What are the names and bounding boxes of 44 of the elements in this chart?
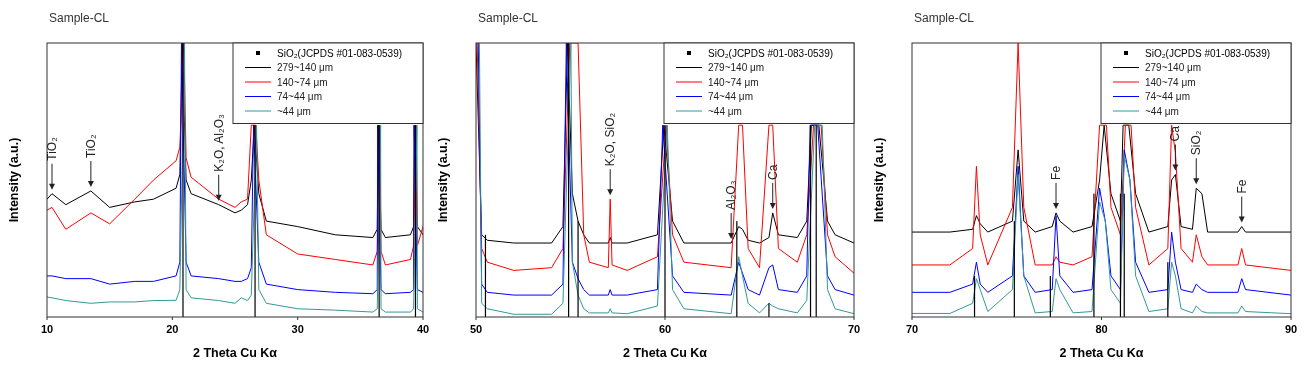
legend-label: 74~44 μm	[1145, 91, 1190, 102]
legend-label: 74~44 μm	[708, 91, 753, 102]
legend-label: ~44 μm	[708, 105, 742, 117]
annotation: TiO₂	[83, 134, 98, 158]
legend-label: 74~44 μm	[277, 91, 322, 102]
x-tick-label: 30	[291, 323, 304, 335]
legend-label: SiO₂(JCPDS #01-083-0539)	[1145, 47, 1271, 59]
annotation: K₂O, SiO₂	[603, 112, 618, 167]
x-tick-label: 10	[40, 323, 54, 335]
annotation: TiO₂	[45, 136, 60, 161]
annotation: Fe	[1234, 179, 1249, 194]
x-tick-label: 70	[847, 323, 861, 335]
legend-label: 279~140 μm	[277, 62, 334, 73]
legend-label: ~44 μm	[1145, 105, 1179, 117]
legend-label: ~44 μm	[277, 105, 311, 117]
chart-title: Sample-CL	[914, 11, 975, 25]
annotation: SiO₂	[1189, 130, 1204, 156]
y-axis-title: Intensity (a.u.)	[436, 137, 450, 223]
legend-label: 279~140 μm	[1145, 62, 1202, 73]
legend-label: 279~140 μm	[708, 62, 765, 73]
chart-title: Sample-CL	[49, 11, 110, 25]
x-tick-label: 60	[658, 323, 672, 335]
x-tick-label: 80	[1095, 323, 1108, 335]
annotation: Ca	[765, 164, 780, 180]
x-tick-label: 40	[416, 323, 430, 335]
y-axis-title: Intensity (a.u.)	[872, 137, 886, 223]
x-tick-label: 20	[166, 323, 179, 335]
x-axis-title: 2 Theta Cu Kα	[192, 346, 278, 360]
legend-label: 140~74 μm	[277, 76, 328, 88]
x-tick-label: 50	[469, 323, 483, 335]
x-axis-title: 2 Theta Cu Kα	[1059, 346, 1144, 360]
annotation: Al₂O₃	[724, 180, 739, 211]
legend-label: SiO₂(JCPDS #01-083-0539)	[708, 47, 834, 59]
annotation: K₂O, Al₂O₃	[211, 114, 226, 172]
x-axis-title: 2 Theta Cu Kα	[622, 346, 708, 360]
chart-title: Sample-CL	[478, 11, 539, 25]
annotation: Fe	[1049, 165, 1064, 180]
x-tick-label: 90	[1284, 323, 1298, 335]
y-axis-title: Intensity (a.u.)	[7, 137, 21, 223]
legend-label: 140~74 μm	[1145, 76, 1196, 88]
legend-label: 140~74 μm	[708, 76, 759, 88]
annotation: Ca	[1168, 125, 1183, 142]
x-tick-label: 70	[905, 323, 919, 335]
legend-label: SiO₂(JCPDS #01-083-0539)	[277, 47, 403, 59]
